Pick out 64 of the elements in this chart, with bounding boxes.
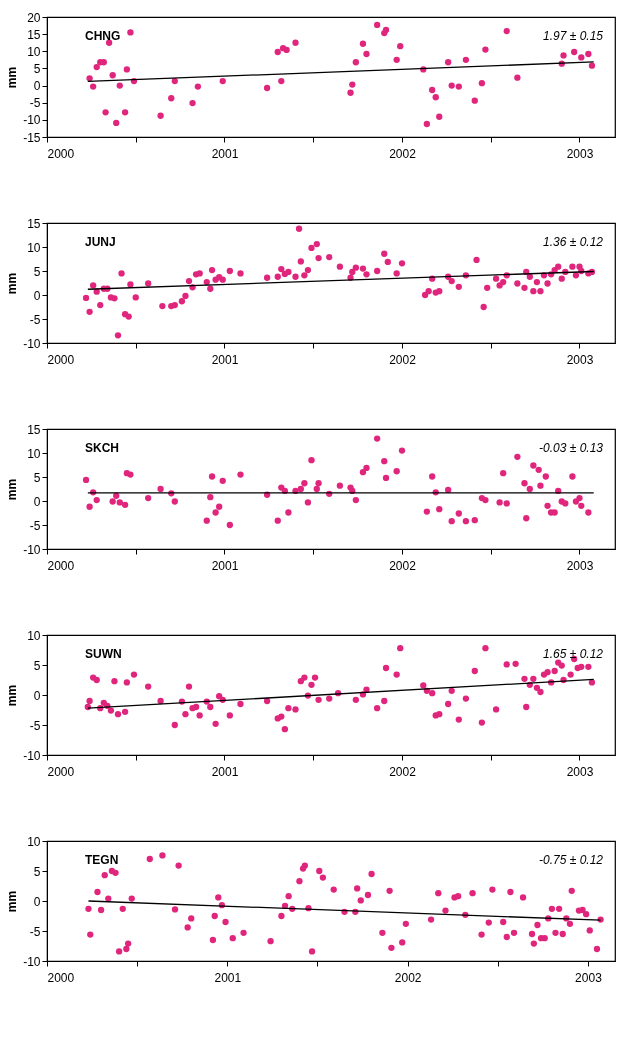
y-tick-label: 10 [27, 446, 41, 461]
y-tick-label: 10 [27, 44, 41, 59]
y-axis-title: mm [5, 478, 20, 501]
x-tick-label: 2002 [389, 558, 417, 573]
y-tick-label: 10 [27, 834, 41, 849]
y-axis-title: mm [5, 272, 20, 295]
y-tick-label: 5 [33, 61, 41, 76]
y-tick-label: 15 [27, 27, 41, 42]
y-tick-label: 15 [27, 422, 41, 437]
y-tick-label: -10 [23, 954, 41, 969]
y-tick-label: -5 [29, 312, 41, 327]
x-tick-label: 2001 [211, 764, 239, 779]
x-tick-label: 2001 [211, 558, 239, 573]
x-tick-label: 2000 [47, 558, 75, 573]
y-tick-label: 5 [33, 864, 41, 879]
y-tick-label: -10 [23, 748, 41, 763]
annotation: -0.03 ± 0.13 [539, 441, 604, 455]
x-tick-label: 2003 [575, 970, 603, 985]
y-tick-label: -10 [23, 542, 41, 557]
y-tick-label: 5 [33, 470, 41, 485]
annotation: 1.97 ± 0.15 [543, 29, 604, 43]
text: SUWN [85, 647, 122, 661]
y-tick-label: -10 [23, 336, 41, 351]
y-tick-label: -5 [29, 518, 41, 533]
y-tick-label: -5 [29, 924, 41, 939]
x-tick-label: 2003 [566, 764, 594, 779]
y-tick-label: 0 [33, 494, 41, 509]
x-tick-label: 2001 [211, 146, 239, 161]
y-tick-label: 5 [33, 264, 41, 279]
x-tick-label: 2002 [389, 146, 417, 161]
y-axis-title: mm [5, 66, 20, 89]
text: CHNG [85, 29, 121, 43]
annotation: -0.75 ± 0.12 [539, 853, 604, 867]
x-tick-label: 2000 [47, 146, 75, 161]
x-tick-label: 2003 [566, 558, 594, 573]
y-tick-label: 20 [27, 10, 41, 25]
y-tick-label: 0 [33, 688, 41, 703]
y-tick-label: -15 [23, 130, 41, 145]
y-tick-label: 0 [33, 288, 41, 303]
x-tick-label: 2000 [47, 352, 75, 367]
y-axis-title: mm [5, 890, 20, 913]
x-tick-label: 2002 [394, 970, 422, 985]
y-tick-label: 10 [27, 240, 41, 255]
text: SKCH [85, 441, 120, 455]
y-tick-label: -5 [29, 718, 41, 733]
y-tick-label: -10 [23, 113, 41, 128]
y-tick-label: 15 [27, 216, 41, 231]
y-axis-title: mm [5, 684, 20, 707]
y-tick-label: 0 [33, 894, 41, 909]
x-tick-label: 2000 [47, 764, 75, 779]
x-tick-label: 2002 [389, 764, 417, 779]
x-tick-label: 2000 [47, 970, 75, 985]
x-tick-label: 2002 [389, 352, 417, 367]
text: TEGN [85, 853, 119, 867]
annotation: 1.36 ± 0.12 [543, 235, 604, 249]
x-tick-label: 2001 [214, 970, 242, 985]
y-tick-label: -5 [29, 96, 41, 111]
y-tick-label: 5 [33, 658, 41, 673]
x-tick-label: 2003 [566, 146, 594, 161]
x-tick-label: 2001 [211, 352, 239, 367]
y-tick-label: 0 [33, 79, 41, 94]
y-tick-label: 10 [27, 628, 41, 643]
text: JUNJ [85, 235, 116, 249]
x-tick-label: 2003 [566, 352, 594, 367]
